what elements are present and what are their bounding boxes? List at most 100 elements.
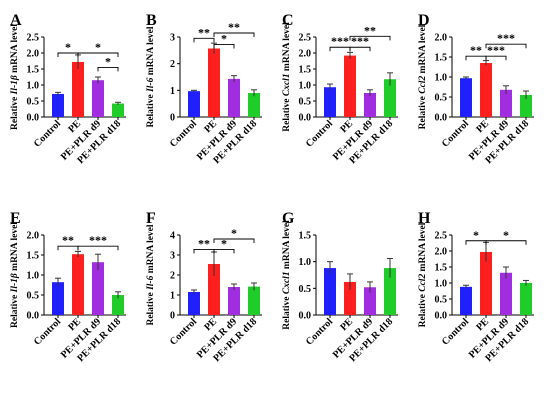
significance-label: * (473, 228, 479, 242)
bar-F-2 (228, 287, 240, 315)
significance-bracket (349, 35, 391, 41)
bar-D-3 (520, 95, 532, 117)
y-tick-label: 3 (170, 33, 175, 44)
y-tick-label: 1.0 (27, 271, 40, 282)
significance-label: ** (198, 236, 210, 250)
significance-label: *** (487, 43, 505, 57)
bar-C-3 (384, 79, 396, 117)
y-axis-label: Relative Ccl2 mRNA level (418, 222, 428, 327)
y-tick-label: 3 (170, 251, 175, 262)
bar-A-0 (52, 93, 64, 117)
y-tick-label: 1.5 (435, 53, 448, 64)
significance-label: * (105, 54, 111, 68)
significance-bracket (213, 44, 235, 49)
y-axis-label: Relative Ccl2 mRNA level (418, 24, 428, 129)
bar-C-1 (344, 55, 356, 117)
bar-F-0 (188, 292, 200, 315)
significance-bracket (213, 238, 255, 243)
y-tick-label: 1.5 (27, 251, 40, 262)
significance-bracket (77, 245, 119, 251)
significance-bracket (485, 240, 527, 245)
y-axis-label: Relative Il-6 mRNA level (146, 224, 156, 325)
bar-D-2 (500, 89, 512, 117)
significance-bracket (485, 55, 507, 61)
significance-label: * (65, 40, 71, 54)
bar-H-3 (520, 283, 532, 315)
bar-E-2 (92, 262, 104, 315)
y-axis-label: Relative Il-1β mRNA level (10, 24, 20, 130)
significance-label: ** (470, 43, 482, 57)
panel-letter: C (282, 12, 294, 29)
significance-bracket (485, 43, 527, 49)
y-tick-label: 0.5 (299, 284, 312, 295)
bar-G-0 (324, 268, 336, 315)
bar-B-3 (248, 93, 260, 117)
y-tick-label: 1.0 (435, 73, 448, 84)
significance-label: * (221, 31, 227, 45)
panel-letter: E (10, 210, 21, 227)
y-axis-label: Relative Il-6 mRNA level (146, 26, 156, 127)
significance-bracket (349, 46, 371, 52)
y-tick-label: 1.5 (299, 65, 312, 76)
y-axis-label: Relative Il-1β mRNA level (10, 222, 20, 328)
y-tick-label: 0.5 (27, 291, 40, 302)
y-tick-label: 2 (170, 59, 175, 70)
y-tick-label: 0.5 (27, 97, 40, 108)
y-tick-label: 1.0 (299, 257, 312, 268)
bar-G-3 (384, 268, 396, 315)
y-axis-label: Relative Cxcl1 mRNA level (282, 220, 292, 330)
significance-label: * (95, 40, 101, 54)
panel-letter: A (10, 12, 22, 29)
y-axis-label: Relative Cxcl1 mRNA level (282, 22, 292, 132)
bar-B-1 (208, 48, 220, 117)
significance-label: *** (351, 34, 369, 48)
y-tick-label: 2.5 (435, 231, 448, 242)
y-tick-label: 1.0 (299, 81, 312, 92)
bar-E-1 (72, 254, 84, 315)
significance-label: *** (497, 31, 515, 45)
bar-F-3 (248, 286, 260, 315)
bar-A-3 (112, 103, 124, 117)
panel-letter: G (282, 210, 295, 227)
bar-H-2 (500, 272, 512, 315)
significance-label: ** (228, 20, 240, 34)
y-tick-label: 1.5 (299, 231, 312, 242)
y-tick-label: 2 (170, 271, 175, 282)
y-tick-label: 1.0 (435, 279, 448, 290)
y-tick-label: 0 (170, 311, 175, 322)
bar-H-1 (480, 251, 492, 315)
bar-C-0 (324, 87, 336, 117)
bar-A-2 (92, 80, 104, 117)
bar-B-0 (188, 91, 200, 117)
y-tick-label: 1 (170, 291, 175, 302)
significance-bracket (213, 248, 235, 254)
significance-bracket (193, 37, 215, 43)
bar-G-2 (364, 287, 376, 315)
bar-A-1 (72, 61, 84, 117)
bar-G-1 (344, 281, 356, 315)
bar-D-0 (460, 78, 472, 117)
significance-label: *** (89, 233, 107, 247)
significance-bracket (77, 52, 119, 57)
y-tick-label: 0.0 (27, 311, 40, 322)
y-tick-label: 0.5 (435, 93, 448, 104)
y-tick-label: 1.5 (435, 263, 448, 274)
y-tick-label: 0.5 (299, 97, 312, 108)
bar-E-3 (112, 295, 124, 315)
y-tick-label: 0.0 (435, 113, 448, 124)
significance-label: ** (364, 23, 376, 37)
y-tick-label: 0.5 (435, 295, 448, 306)
y-tick-label: 1.5 (27, 65, 40, 76)
bar-B-2 (228, 78, 240, 117)
y-tick-label: 0.0 (299, 113, 312, 124)
significance-label: * (231, 226, 237, 240)
y-tick-label: 4 (170, 231, 175, 242)
